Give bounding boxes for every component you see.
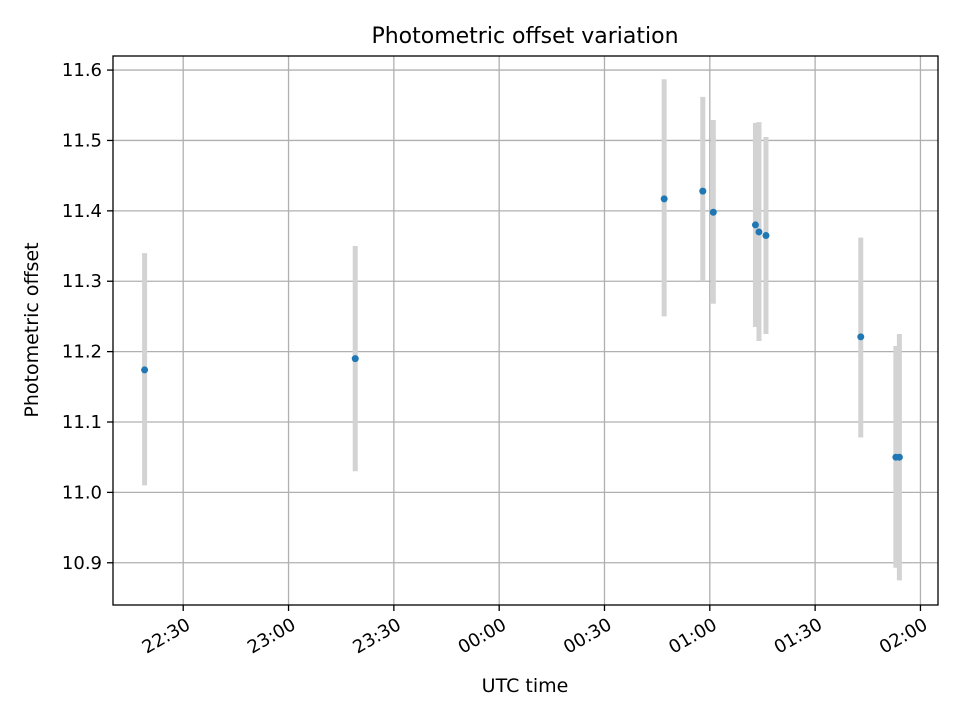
plot-frame: [112, 55, 939, 606]
data-point: [762, 231, 770, 239]
y-axis-label: Photometric offset: [21, 242, 43, 417]
y-tick-label: 11.5: [62, 130, 102, 151]
grid-lines: [113, 56, 938, 605]
y-tick-label: 11.0: [62, 482, 102, 503]
data-point: [351, 355, 359, 363]
y-tick-label: 11.4: [62, 201, 102, 222]
data-point: [755, 228, 763, 236]
data-point: [141, 366, 149, 374]
y-tick-label: 11.1: [62, 412, 102, 433]
data-point: [699, 187, 707, 195]
data-points: [141, 187, 903, 461]
data-point: [709, 208, 717, 216]
data-point: [751, 221, 759, 229]
y-tick-label: 10.9: [62, 553, 102, 574]
x-axis-label: UTC time: [482, 675, 569, 697]
data-point: [895, 453, 903, 461]
y-tick-label: 11.2: [62, 342, 102, 363]
chart-title: Photometric offset variation: [371, 24, 678, 49]
y-tick-label: 11.6: [62, 60, 102, 81]
y-tick-label: 11.3: [62, 271, 102, 292]
data-point: [660, 195, 668, 203]
y-axis-ticks: 10.9 11.0 11.1 11.2 11.3 11.4 11.5 11.6: [62, 60, 113, 574]
data-point: [857, 333, 865, 341]
